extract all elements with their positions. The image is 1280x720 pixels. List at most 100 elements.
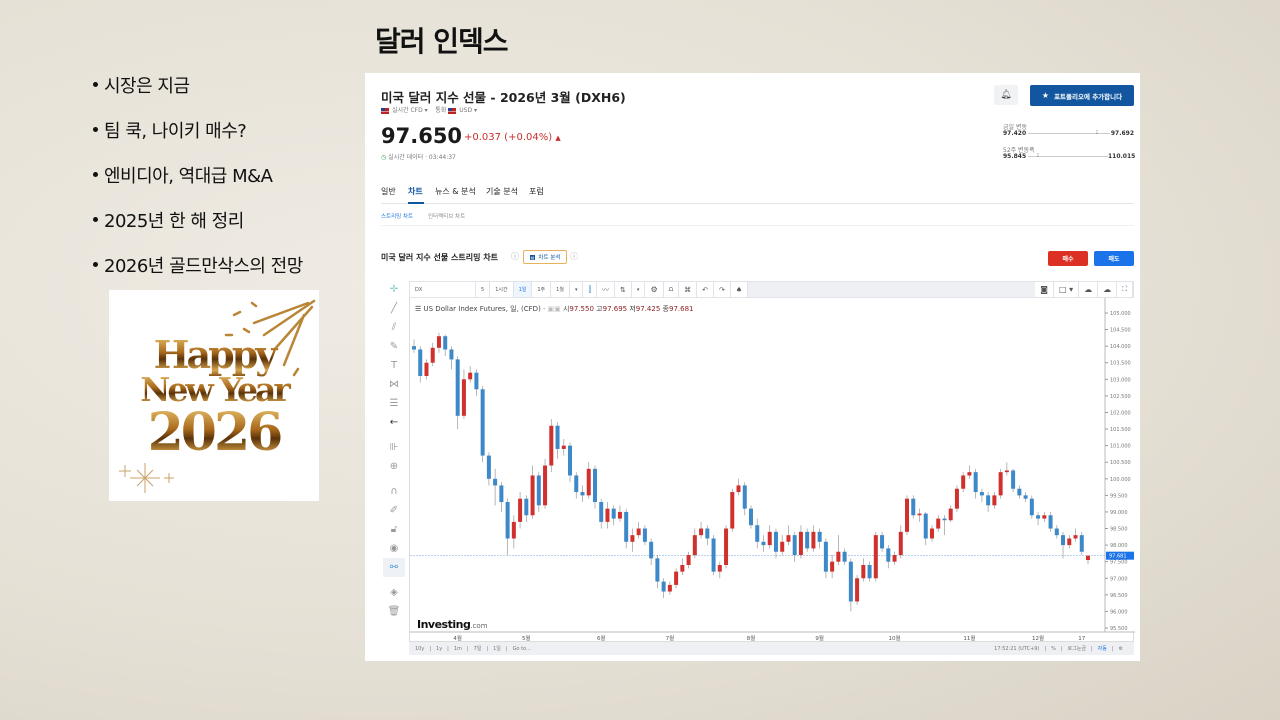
candle-body: [842, 551, 847, 562]
interval-1m[interactable]: 1월: [551, 282, 570, 297]
subtab-streaming[interactable]: 스트리밍 차트: [381, 214, 414, 220]
range-1d[interactable]: 1일: [493, 646, 501, 652]
legend-close-value: 97.681: [668, 305, 694, 313]
tab-news-analysis[interactable]: 뉴스 & 분석: [435, 187, 476, 196]
candle-body: [1061, 535, 1066, 546]
eye-icon[interactable]: ◉: [389, 543, 399, 554]
auto-scale-toggle[interactable]: 자동: [1097, 646, 1107, 652]
range-1y[interactable]: 1y: [436, 645, 443, 652]
candle-body: [624, 511, 629, 542]
bullet-dot-icon: [93, 82, 98, 87]
x-tick-label: 4월: [453, 634, 462, 642]
create-alert-button[interactable]: 🔔︎: [994, 85, 1018, 105]
bullet-item: 2025년 한 해 정리: [93, 197, 303, 242]
candle-body: [530, 475, 535, 516]
lock-drawing-icon[interactable]: ✐: [389, 505, 399, 516]
candle-body: [636, 528, 641, 536]
subtab-interactive[interactable]: 인터랙티브 차트: [428, 214, 466, 220]
crosshair-icon[interactable]: ✛: [389, 284, 399, 295]
price-chart[interactable]: 105.000 104.500 104.000 103.500 103.000 102.5…: [409, 298, 1135, 642]
range-10y[interactable]: 10y: [415, 645, 425, 652]
trend-line-icon[interactable]: ╱: [390, 303, 398, 314]
parallel-channel-icon[interactable]: ⫽: [391, 322, 397, 333]
tab-forum[interactable]: 포럼: [529, 187, 544, 196]
legend-low-label: 저: [629, 305, 636, 313]
happy-new-year-image: Happy New Year 2026: [109, 290, 319, 501]
bullet-text: 2025년 한 해 정리: [104, 210, 244, 232]
link-icon[interactable]: ⚯: [383, 558, 405, 577]
bullet-item: 팀 쿡, 나이키 매수?: [93, 107, 303, 152]
y-tick-label: 97.000: [1110, 576, 1128, 582]
trash-icon[interactable]: 🗑︎: [387, 606, 401, 617]
line-chart-icon[interactable]: 〰: [597, 282, 616, 297]
source-dropdown[interactable]: 실시간 CFD: [392, 107, 423, 114]
price-change-text: +0.037 (+0.04%): [464, 132, 553, 143]
cloud-load-icon[interactable]: ☁: [1079, 282, 1099, 297]
legend-menu-icon[interactable]: ☰: [415, 305, 422, 313]
currency-dropdown[interactable]: USD: [459, 107, 473, 114]
candle-body: [717, 565, 722, 572]
bullet-item: 시장은 지금: [93, 62, 303, 107]
measure-icon[interactable]: ⊪: [389, 442, 399, 453]
candle-body: [424, 362, 429, 376]
redo-icon[interactable]: ↷: [714, 282, 731, 297]
pattern-icon[interactable]: ⋈: [389, 379, 399, 390]
tab-overview[interactable]: 일반: [381, 187, 396, 196]
bullet-text: 팀 쿡, 나이키 매수?: [104, 120, 247, 142]
goto-date[interactable]: Go to...: [512, 645, 531, 652]
unlock-icon[interactable]: 🔓︎: [390, 524, 398, 535]
camera-icon[interactable]: ◙: [1035, 282, 1054, 297]
brush-icon[interactable]: ✎: [389, 341, 399, 352]
status-text: 실시간 데이터 · 03:44:37: [388, 154, 456, 161]
range-1m[interactable]: 1m: [453, 645, 462, 652]
color-picker-icon[interactable]: □ ▾: [1053, 282, 1080, 297]
zoom-in-icon[interactable]: ⊕: [389, 461, 399, 472]
legend-visibility-icons[interactable]: ▣▣: [547, 305, 561, 313]
undo-icon[interactable]: ↶: [697, 282, 715, 297]
add-to-portfolio-button[interactable]: ★ 포트폴리오에 추가합니다: [1030, 85, 1134, 106]
settings-icon[interactable]: ⚙: [645, 282, 664, 297]
scale-settings-icon[interactable]: ⚙: [1118, 645, 1123, 652]
sell-button[interactable]: 매도: [1094, 251, 1134, 266]
chart-type-dropdown-icon[interactable]: ▾: [631, 282, 646, 297]
interval-1h[interactable]: 1시간: [490, 282, 514, 297]
fullscreen-icon[interactable]: ⛶: [1117, 282, 1133, 297]
info-icon[interactable]: ⓘ: [570, 252, 578, 261]
tab-chart[interactable]: 차트: [408, 187, 423, 196]
layers-icon[interactable]: ◈: [390, 587, 398, 598]
candle-body: [1042, 515, 1047, 519]
chart-analysis-button[interactable]: ▤ 차트 분석: [523, 250, 567, 264]
candle-body: [923, 513, 928, 539]
interval-1w[interactable]: 1주: [532, 282, 552, 297]
candle-body: [992, 495, 997, 506]
candle-body: [518, 498, 523, 522]
compare-icon[interactable]: ⩍: [663, 282, 680, 297]
interval-1d[interactable]: 1일: [513, 282, 533, 297]
back-arrow-icon[interactable]: ←: [389, 417, 399, 428]
alert-icon[interactable]: ♠: [730, 282, 749, 297]
fib-icon[interactable]: ☰: [389, 398, 399, 409]
buy-button[interactable]: 매수: [1048, 251, 1088, 266]
info-icon[interactable]: ⓘ: [511, 252, 519, 261]
indicators-icon[interactable]: ⇅: [615, 282, 632, 297]
candle-body: [511, 521, 516, 539]
interval-5[interactable]: 5: [476, 282, 491, 297]
candle-body: [667, 584, 672, 592]
y-tick-label: 99.500: [1110, 493, 1128, 499]
range-7d[interactable]: 7일: [473, 646, 482, 652]
candle-body: [1073, 535, 1078, 539]
tab-technical[interactable]: 기술 분석: [486, 187, 518, 196]
log-scale-toggle[interactable]: 로그눈금: [1067, 646, 1086, 652]
candle-body: [555, 425, 560, 449]
magnet-icon[interactable]: ∩: [390, 486, 398, 497]
candle-body: [767, 531, 772, 546]
candle-body: [792, 535, 797, 556]
interval-dropdown-icon[interactable]: ▾: [569, 282, 584, 297]
text-icon[interactable]: T: [390, 360, 398, 371]
templates-icon[interactable]: ⌘: [679, 282, 698, 297]
candle-body: [430, 347, 435, 363]
candles-icon[interactable]: ⫿: [583, 282, 598, 297]
symbol-input[interactable]: DX: [410, 282, 476, 297]
cloud-save-icon[interactable]: ☁: [1098, 282, 1118, 297]
percent-toggle[interactable]: %: [1051, 645, 1056, 652]
